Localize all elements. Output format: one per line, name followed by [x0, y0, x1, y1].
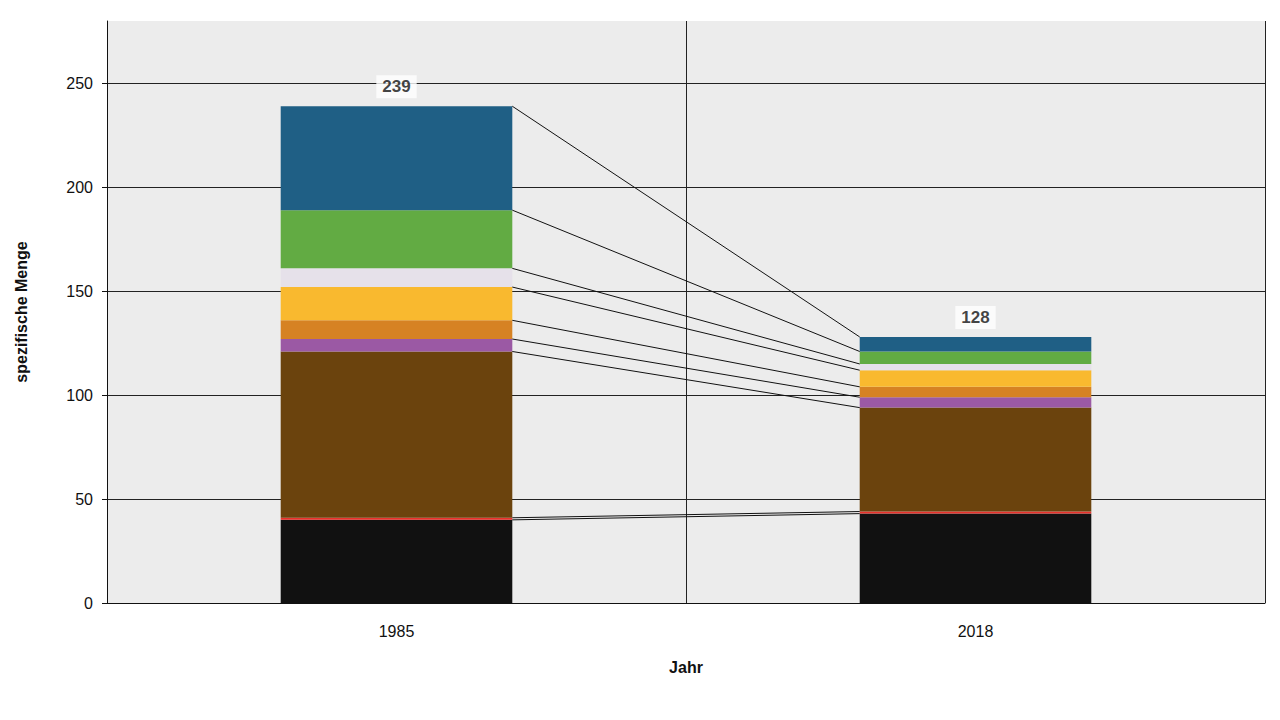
svg-text:spezifische Menge: spezifische Menge — [13, 241, 30, 382]
svg-text:2018: 2018 — [958, 623, 994, 640]
svg-text:128: 128 — [961, 308, 989, 327]
svg-text:100: 100 — [66, 387, 93, 404]
svg-text:50: 50 — [75, 491, 93, 508]
svg-text:Jahr: Jahr — [669, 659, 703, 676]
svg-text:200: 200 — [66, 179, 93, 196]
svg-text:250: 250 — [66, 75, 93, 92]
svg-text:0: 0 — [84, 595, 93, 612]
svg-text:239: 239 — [382, 77, 410, 96]
svg-text:150: 150 — [66, 283, 93, 300]
svg-text:1985: 1985 — [379, 623, 415, 640]
